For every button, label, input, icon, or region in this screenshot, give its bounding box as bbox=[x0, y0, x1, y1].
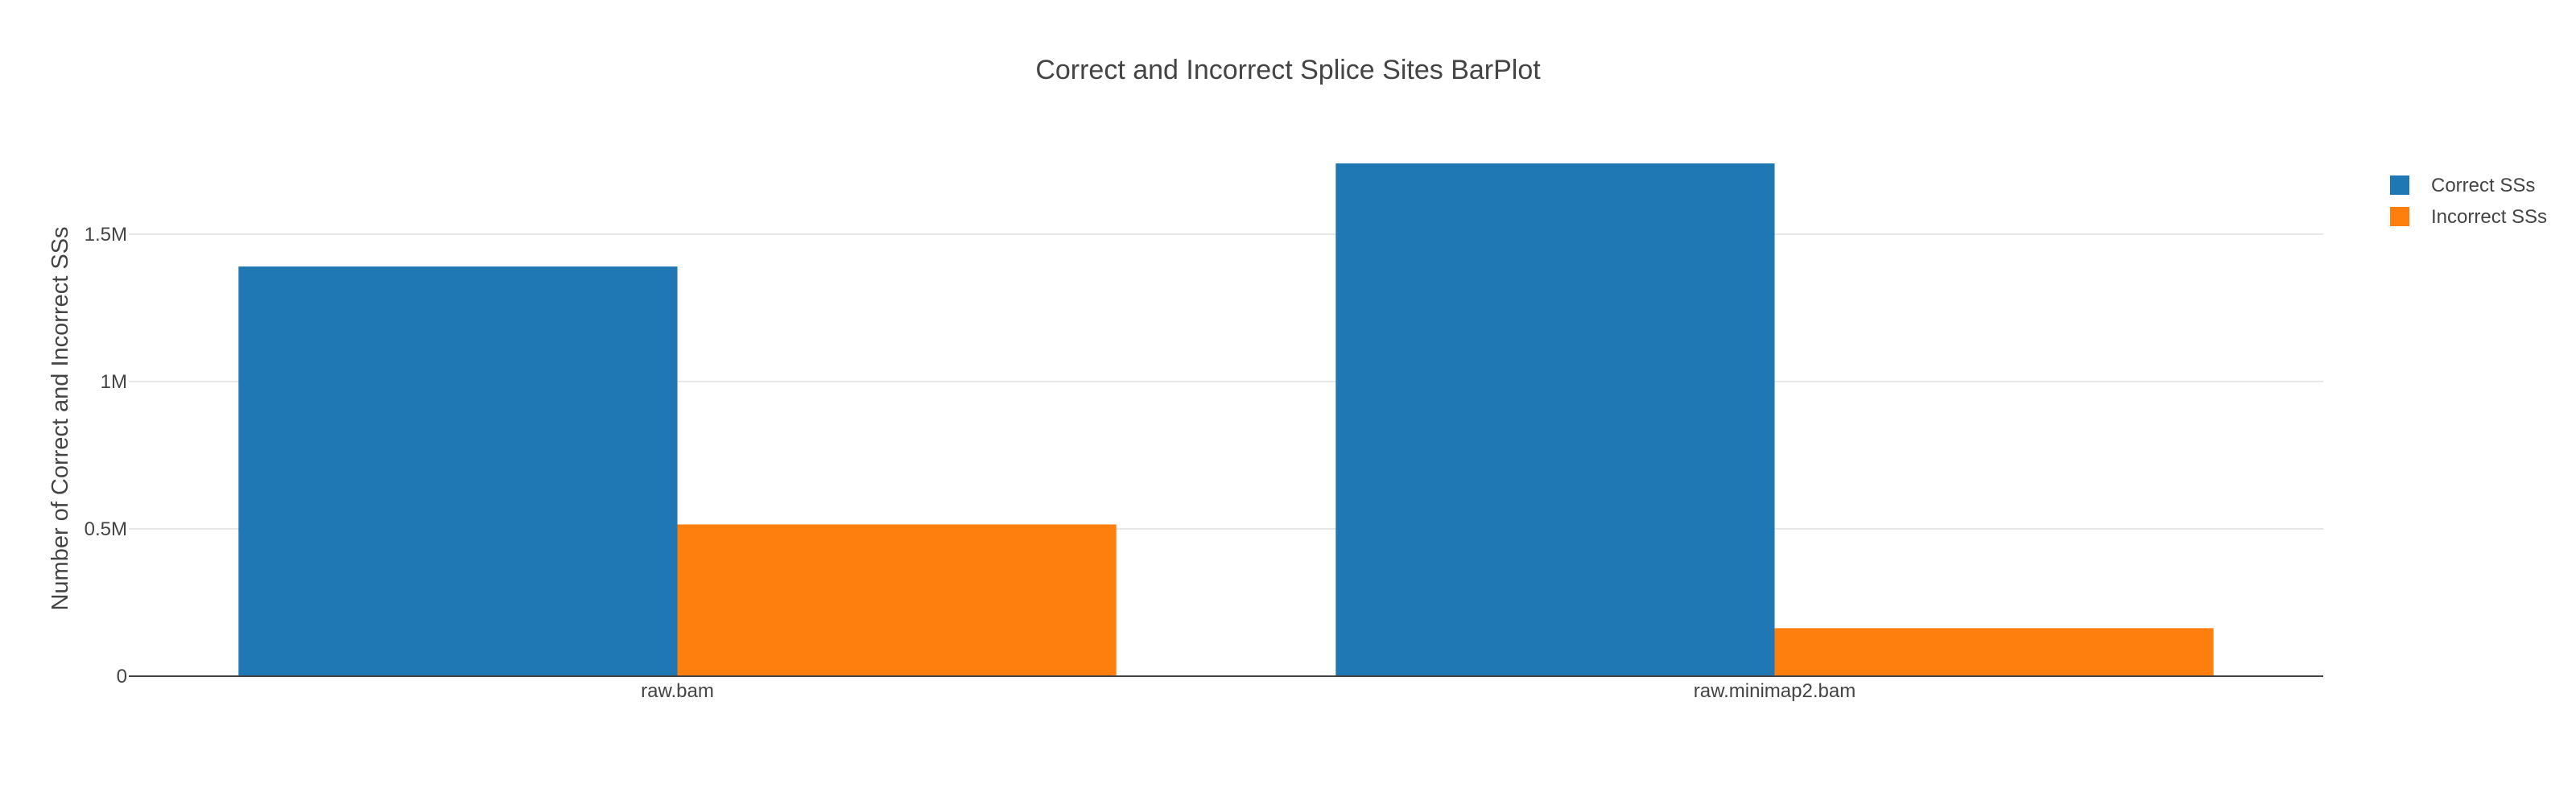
bar-correct-sss-raw-bam[interactable] bbox=[238, 266, 678, 676]
chart-title: Correct and Incorrect Splice Sites BarPl… bbox=[1035, 55, 1541, 85]
legend[interactable]: Correct SSs Incorrect SSs bbox=[2390, 175, 2547, 228]
bar-incorrect-sss-raw-bam[interactable] bbox=[677, 524, 1117, 676]
bar-incorrect-sss-raw-minimap2-bam[interactable] bbox=[1774, 628, 2214, 676]
legend-swatch bbox=[2390, 207, 2409, 226]
legend-label: Incorrect SSs bbox=[2431, 206, 2547, 228]
y-axis-ticks: 0 0.5M 1M 1.5M bbox=[85, 224, 127, 687]
y-tick-label: 1.5M bbox=[85, 224, 127, 246]
legend-item[interactable]: Incorrect SSs bbox=[2390, 206, 2547, 228]
y-tick-label: 0.5M bbox=[85, 518, 127, 540]
x-axis-ticks: raw.bam raw.minimap2.bam bbox=[641, 680, 1856, 702]
bar-correct-sss-raw-minimap2-bam[interactable] bbox=[1335, 163, 1775, 677]
x-tick-label: raw.bam bbox=[641, 680, 714, 702]
x-tick-label: raw.minimap2.bam bbox=[1694, 680, 1856, 702]
legend-swatch bbox=[2390, 175, 2409, 195]
legend-label: Correct SSs bbox=[2431, 175, 2535, 196]
y-tick-label: 1M bbox=[101, 371, 127, 393]
legend-item[interactable]: Correct SSs bbox=[2390, 175, 2535, 196]
y-tick-label: 0 bbox=[117, 666, 127, 687]
y-axis-title: Number of Correct and Incorrect SSs bbox=[47, 226, 73, 610]
bars[interactable] bbox=[238, 163, 2214, 677]
